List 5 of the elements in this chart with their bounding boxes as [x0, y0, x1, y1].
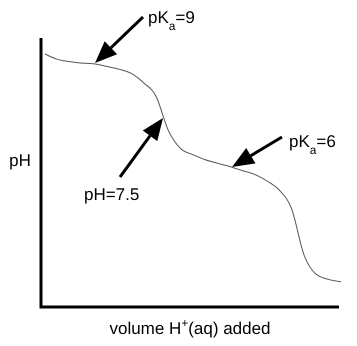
- annotation: pK$_{a}$=6: [289, 132, 336, 157]
- y-axis-title: pH: [9, 151, 31, 170]
- annotation: pH=7.5: [84, 185, 140, 204]
- x-axis-title: volume H$^{+}$(aq) added: [110, 316, 270, 338]
- text: pK$_{a}$=9: [148, 8, 195, 33]
